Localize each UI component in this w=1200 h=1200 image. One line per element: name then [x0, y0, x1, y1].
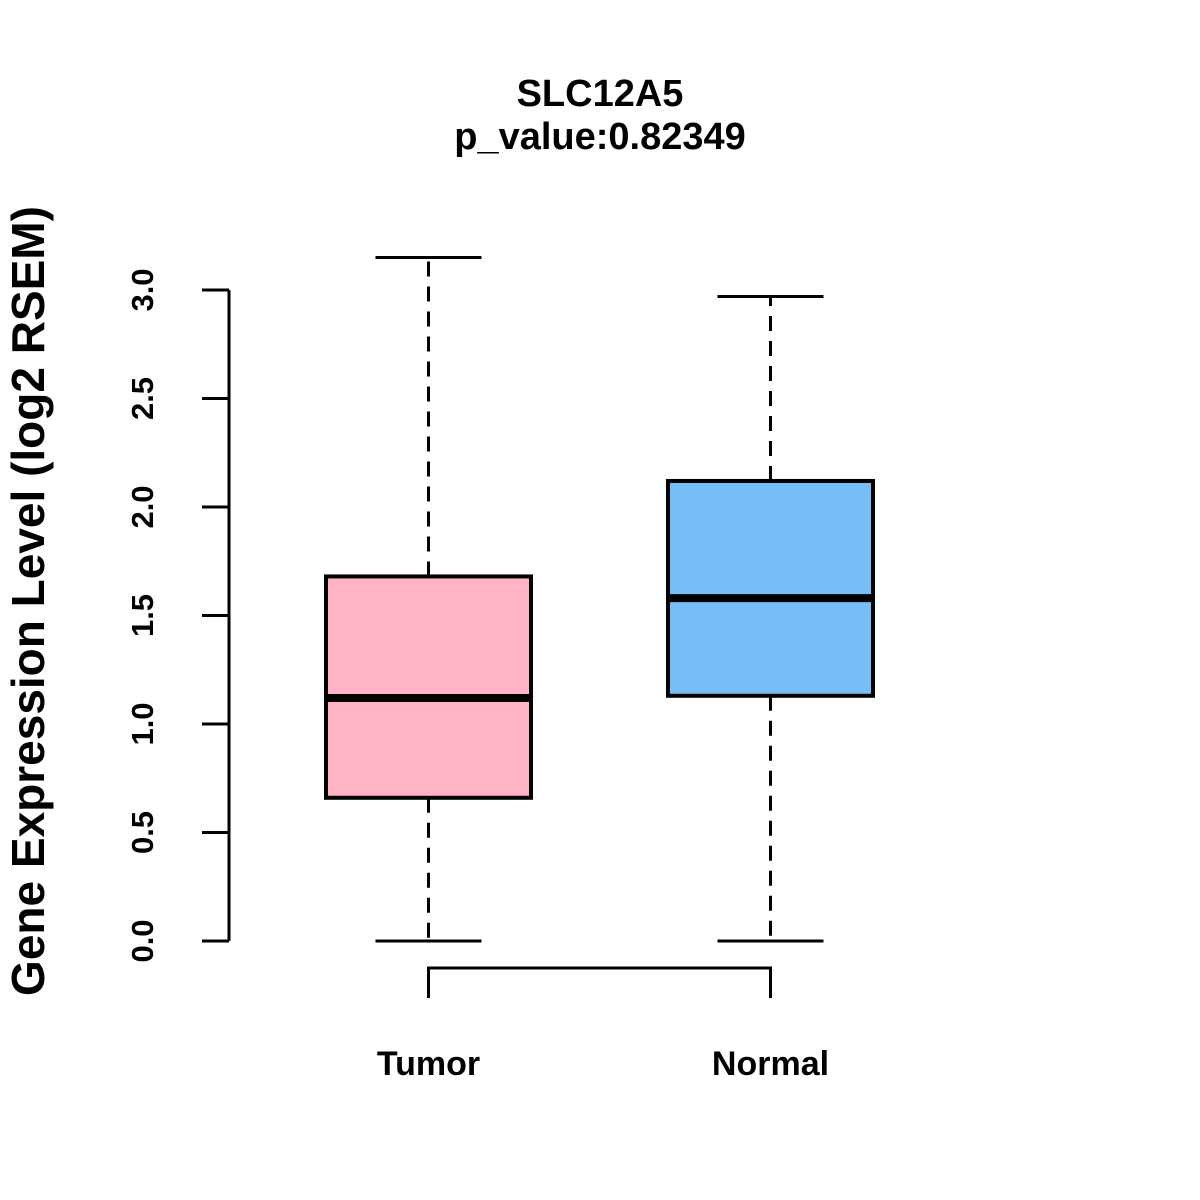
y-tick-label: 3.0 — [125, 268, 160, 311]
boxplot-series — [324, 255, 875, 943]
x-axis: Tumor Normal — [377, 966, 829, 1083]
y-tick-label: 1.5 — [125, 594, 160, 637]
y-tick-label: 1.0 — [125, 702, 160, 745]
chart-title: SLC12A5 — [517, 73, 684, 115]
iqr-box — [666, 478, 875, 698]
iqr-box — [324, 574, 533, 800]
y-axis-label: Gene Expression Level (log2 RSEM) — [2, 206, 54, 996]
y-tick-label: 2.0 — [125, 485, 160, 528]
chart-subtitle-pvalue: p_value:0.82349 — [454, 116, 746, 158]
category-label-tumor: Tumor — [377, 1045, 480, 1083]
y-axis: 0.0 0.5 1.0 1.5 2.0 2.5 3.0 — [125, 268, 231, 963]
y-tick-label: 0.5 — [125, 811, 160, 854]
category-label-normal: Normal — [712, 1045, 829, 1083]
x-axis-bracket — [427, 966, 772, 998]
box-group-normal — [666, 295, 875, 943]
y-tick-label: 0.0 — [125, 919, 160, 962]
y-tick-label: 2.5 — [125, 377, 160, 420]
box-group-tumor — [324, 255, 533, 943]
